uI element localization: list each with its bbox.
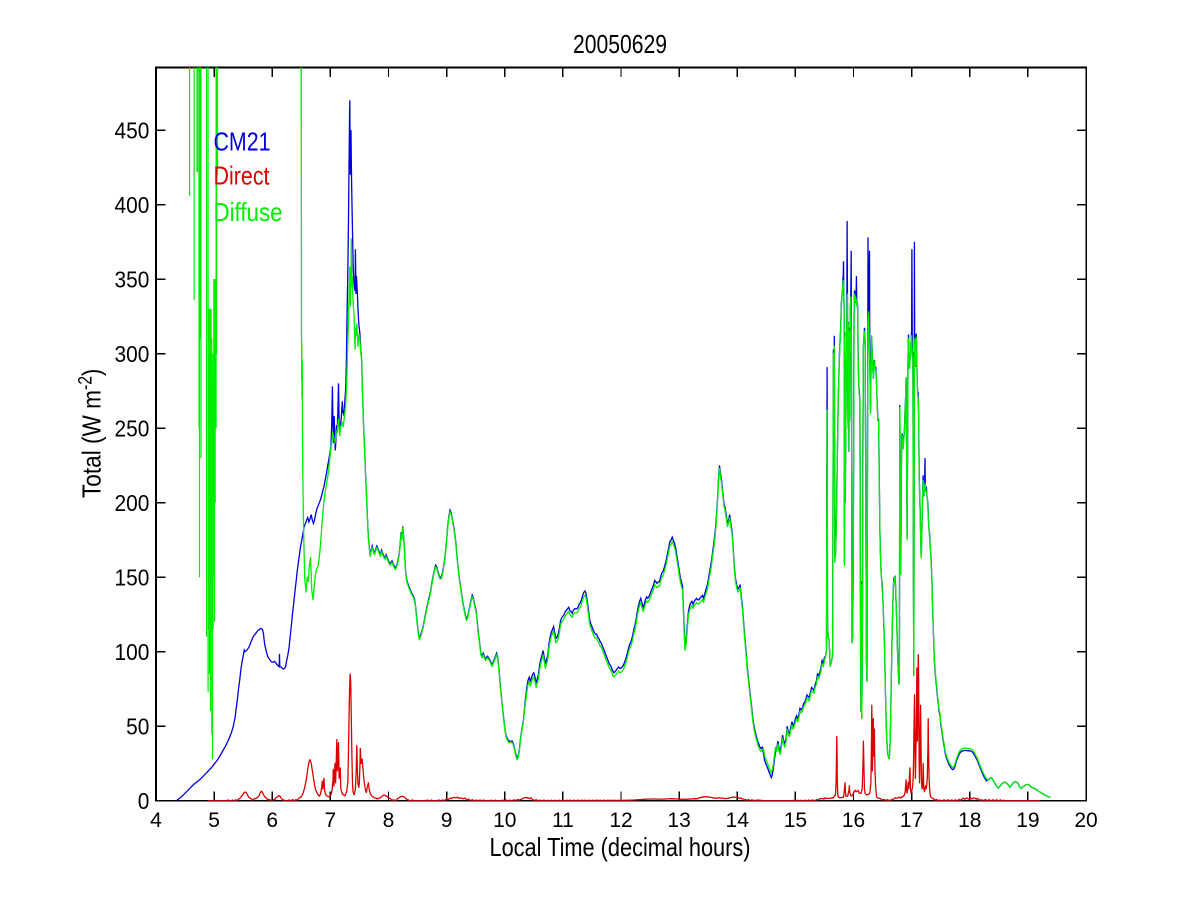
svg-text:CM21: CM21 [214, 127, 271, 157]
svg-text:17: 17 [900, 809, 923, 832]
svg-text:): ) [77, 369, 107, 376]
svg-text:7: 7 [325, 809, 337, 832]
svg-text:100: 100 [115, 639, 150, 665]
svg-text:150: 150 [115, 564, 150, 590]
svg-text:20: 20 [1074, 809, 1097, 832]
svg-text:8: 8 [383, 809, 395, 832]
svg-text:450: 450 [115, 117, 150, 143]
svg-text:400: 400 [115, 192, 150, 218]
svg-text:10: 10 [493, 809, 516, 832]
svg-text:Diffuse: Diffuse [214, 197, 283, 227]
svg-text:20050629: 20050629 [573, 29, 667, 59]
svg-text:11: 11 [552, 809, 574, 832]
svg-text:250: 250 [115, 415, 150, 441]
svg-text:13: 13 [667, 809, 690, 832]
svg-text:18: 18 [958, 809, 981, 832]
svg-text:4: 4 [150, 809, 162, 832]
svg-text:Direct: Direct [214, 161, 271, 191]
svg-text:6: 6 [266, 809, 278, 832]
svg-text:200: 200 [115, 490, 150, 516]
svg-text:350: 350 [115, 266, 150, 292]
svg-text:9: 9 [441, 809, 453, 832]
svg-text:Total (W m: Total (W m [77, 390, 107, 498]
svg-text:14: 14 [726, 809, 750, 832]
svg-text:19: 19 [1016, 809, 1039, 832]
svg-text:5: 5 [208, 809, 220, 832]
svg-text:0: 0 [138, 788, 150, 814]
svg-text:16: 16 [842, 809, 865, 832]
svg-text:Local Time (decimal hours): Local Time (decimal hours) [490, 832, 751, 862]
svg-text:300: 300 [115, 341, 150, 367]
svg-text:15: 15 [784, 809, 807, 832]
svg-text:12: 12 [609, 809, 632, 832]
svg-text:50: 50 [126, 713, 149, 739]
svg-text:-2: -2 [76, 376, 97, 390]
